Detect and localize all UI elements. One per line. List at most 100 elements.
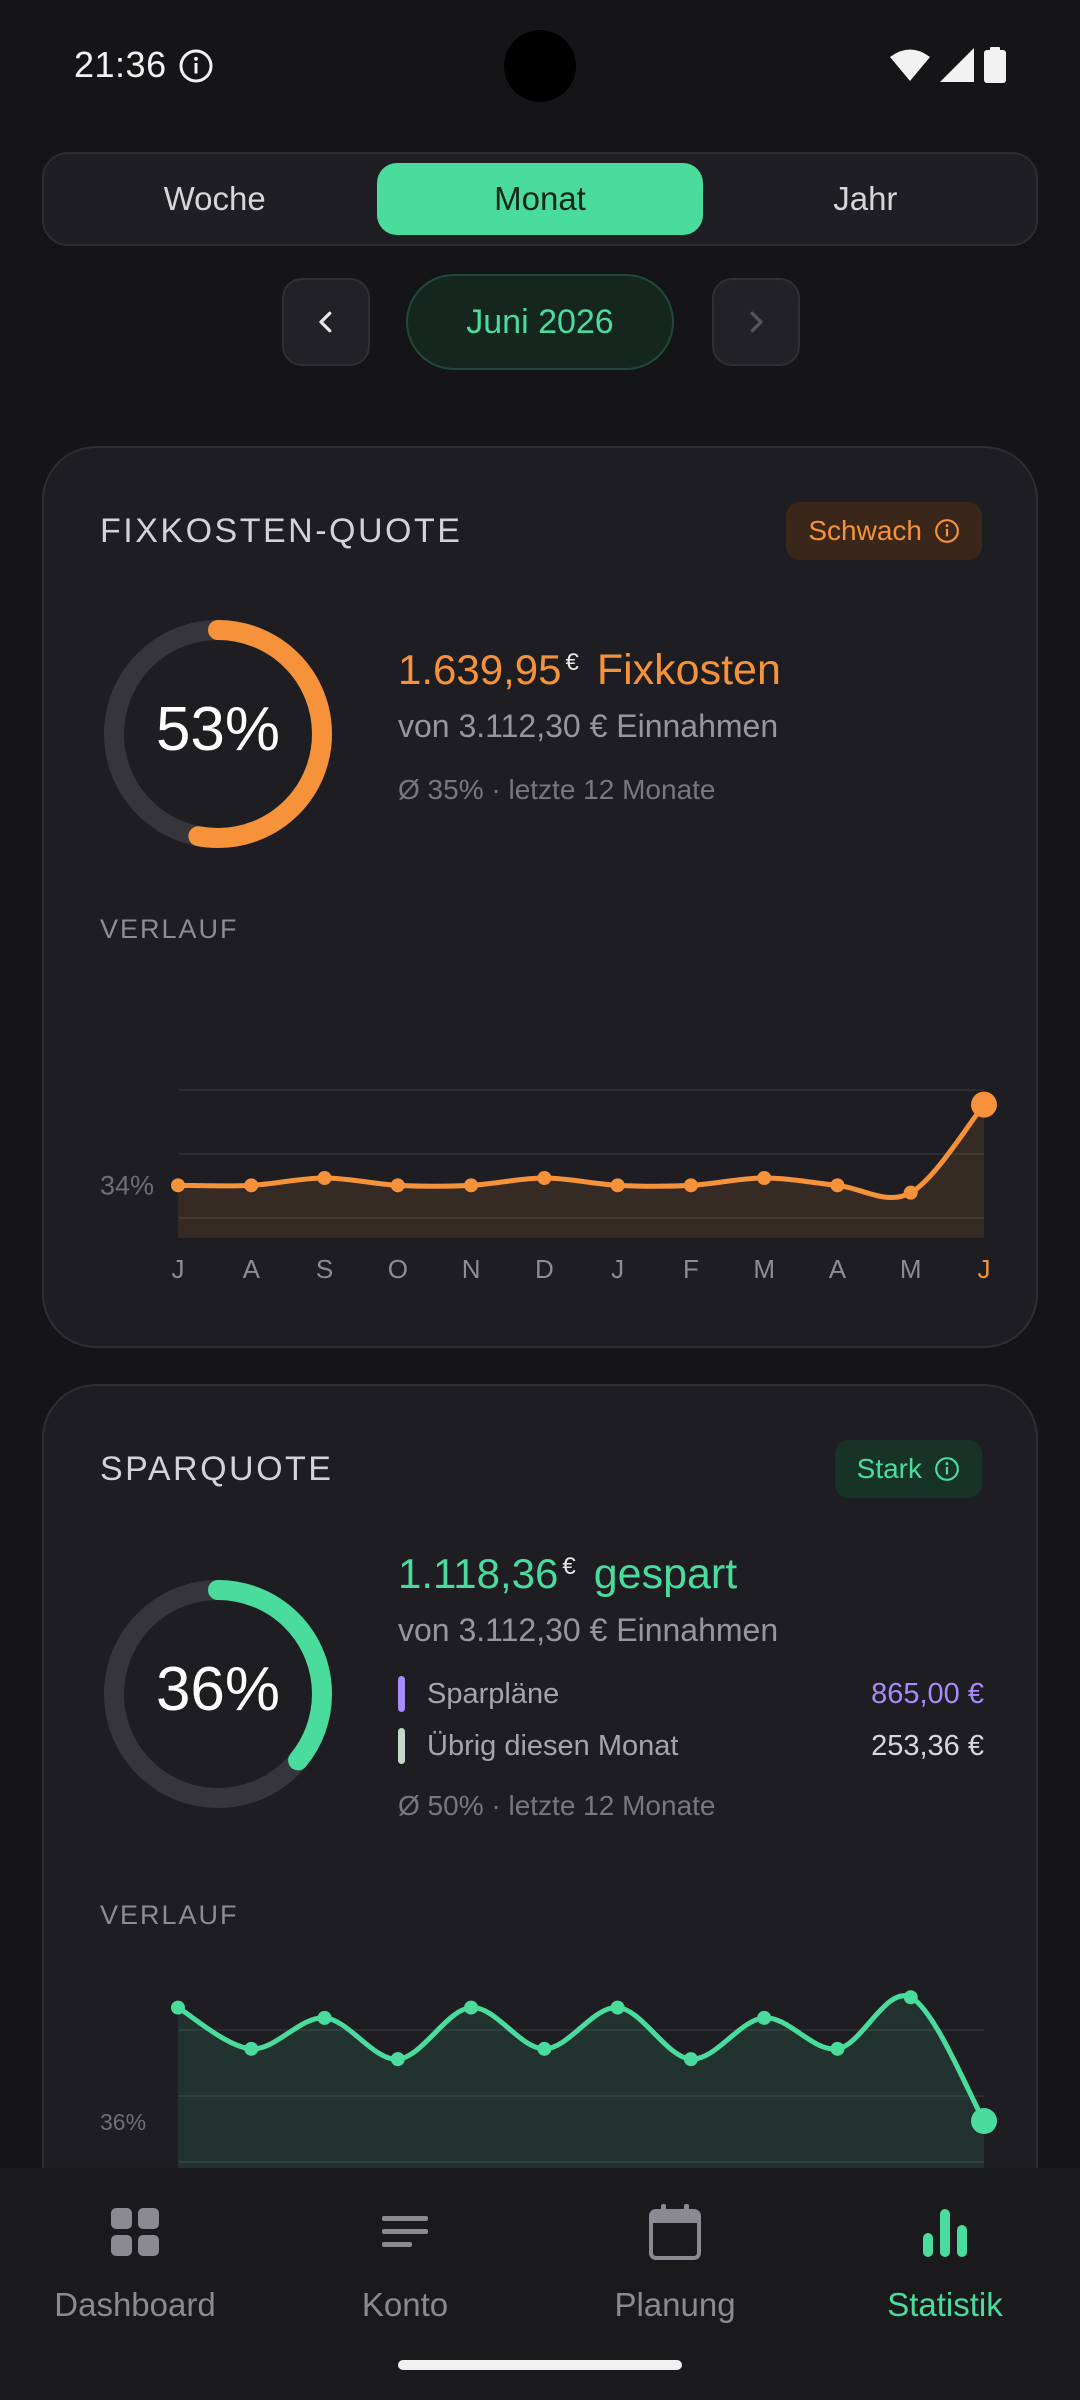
data-point[interactable]: [830, 1178, 845, 1193]
badge-label: Schwach: [808, 515, 922, 546]
currency: €: [562, 1553, 576, 1580]
info-icon: [179, 49, 213, 83]
amount-row: 1.639,95 € Fixkosten: [398, 646, 781, 695]
fixkosten-card: FIXKOSTEN-QUOTE Schwach 53% 1.639,95 € Fi…: [42, 446, 1038, 1348]
bar-chart-icon: [923, 2209, 967, 2257]
income-line: von 3.112,30 € Einnahmen: [398, 1612, 779, 1648]
home-indicator[interactable]: [398, 2360, 682, 2370]
x-tick-label: J: [172, 1254, 185, 1284]
x-tick-label: D: [535, 1254, 554, 1284]
data-point[interactable]: [683, 2052, 698, 2067]
data-point[interactable]: [464, 2000, 479, 2015]
x-tick-label: J: [978, 1254, 991, 1284]
current-month[interactable]: Juni 2026: [406, 274, 674, 370]
data-point[interactable]: [171, 1178, 185, 1193]
data-point[interactable]: [757, 1171, 772, 1185]
data-point[interactable]: [683, 1178, 698, 1193]
breakdown-name: Sparpläne: [427, 1677, 560, 1710]
info-icon: [935, 519, 959, 543]
calendar-icon: [649, 2204, 701, 2260]
status-time: 21:36: [74, 44, 167, 85]
badge-label: Stark: [856, 1453, 922, 1484]
data-point[interactable]: [390, 2052, 405, 2067]
tab-monat[interactable]: Monat: [377, 163, 703, 235]
prev-month-button[interactable]: [282, 278, 370, 366]
chevron-right-icon: [750, 311, 763, 333]
fixkosten-ring: [104, 620, 332, 848]
x-tick-label: A: [243, 1254, 261, 1284]
average-line: Ø 50% · letzte 12 Monate: [398, 1790, 716, 1821]
data-point[interactable]: [171, 2000, 185, 2015]
x-tick-label: N: [462, 1254, 481, 1284]
ring-progress: [104, 1580, 332, 1808]
status-badge-weak[interactable]: Schwach: [786, 502, 982, 560]
data-point[interactable]: [317, 2010, 332, 2025]
data-point[interactable]: [971, 2108, 997, 2134]
nav-label: Dashboard: [54, 2286, 216, 2323]
signal-icon: [940, 48, 974, 82]
card-title: FIXKOSTEN-QUOTE: [100, 512, 463, 550]
nav-konto[interactable]: Konto: [270, 2196, 540, 2324]
data-point[interactable]: [903, 1990, 918, 2005]
sparquote-card: SPARQUOTE Stark 36% 1.118,36 € gespart vo…: [42, 1384, 1038, 2284]
income-line: von 3.112,30 € Einnahmen: [398, 708, 779, 744]
data-point[interactable]: [464, 1178, 479, 1193]
data-point[interactable]: [390, 1178, 405, 1193]
tab-woche[interactable]: Woche: [163, 180, 266, 217]
camera-cutout: [504, 30, 576, 102]
data-point[interactable]: [537, 2041, 552, 2056]
x-tick-label: J: [611, 1254, 624, 1284]
area-fill: [178, 1104, 984, 1238]
data-point[interactable]: [757, 2010, 772, 2025]
fixkosten-chart: 34% J A S O N D J F M A M J: [100, 1089, 997, 1284]
wifi-icon: [890, 49, 930, 81]
data-point[interactable]: [537, 1171, 552, 1185]
nav-label: Planung: [614, 2286, 736, 2323]
x-tick-label: S: [316, 1254, 333, 1284]
nav-label: Statistik: [887, 2286, 1003, 2323]
status-icons: [890, 46, 1006, 84]
breakdown-color-bar: [398, 1676, 405, 1712]
data-point[interactable]: [903, 1185, 918, 1200]
breakdown-color-bar: [398, 1728, 405, 1764]
list-icon: [382, 2216, 428, 2247]
amount-row: 1.118,36 € gespart: [398, 1550, 737, 1599]
amount-value: 1.118,36: [398, 1550, 559, 1597]
amount-label: Fixkosten: [596, 646, 781, 694]
breakdown-value: 865,00 €: [871, 1677, 984, 1710]
breakdown-row-sparplaene: Sparpläne 865,00 €: [398, 1674, 984, 1714]
battery-icon: [984, 47, 1006, 83]
nav-dashboard[interactable]: Dashboard: [0, 2196, 270, 2324]
tab-jahr[interactable]: Jahr: [833, 180, 898, 217]
amount-value: 1.639,95: [398, 646, 562, 693]
currency: €: [565, 649, 579, 676]
ring-percent: 36%: [155, 1655, 281, 1724]
status-badge-strong[interactable]: Stark: [834, 1440, 982, 1498]
data-point[interactable]: [610, 2000, 625, 2015]
x-tick-label: M: [753, 1254, 775, 1284]
nav-planung[interactable]: Planung: [540, 2196, 810, 2324]
x-tick-label: F: [683, 1254, 699, 1284]
next-month-button[interactable]: [712, 278, 800, 366]
data-point[interactable]: [830, 2041, 845, 2056]
data-point[interactable]: [610, 1178, 625, 1193]
chevron-left-icon: [319, 311, 332, 333]
data-point[interactable]: [971, 1091, 997, 1118]
amount: 1.118,36 €: [398, 1550, 576, 1598]
average-line: Ø 35% · letzte 12 Monate: [398, 774, 716, 805]
section-label: VERLAUF: [100, 914, 239, 944]
amount: 1.639,95 €: [398, 646, 579, 694]
x-tick-label: O: [388, 1254, 408, 1284]
ring-percent: 53%: [155, 695, 281, 764]
breakdown-row-uebrig: Übrig diesen Monat 253,36 €: [398, 1726, 984, 1766]
dashboard-icon: [111, 2208, 159, 2256]
x-tick-label: A: [829, 1254, 847, 1284]
nav-label: Konto: [361, 2286, 449, 2323]
y-reference-label: 34%: [100, 1170, 154, 1200]
breakdown-name: Übrig diesen Monat: [427, 1729, 679, 1762]
data-point[interactable]: [244, 2041, 259, 2056]
x-tick-label: M: [900, 1254, 922, 1284]
nav-statistik[interactable]: Statistik: [810, 2196, 1080, 2324]
data-point[interactable]: [317, 1171, 332, 1185]
data-point[interactable]: [244, 1178, 259, 1193]
